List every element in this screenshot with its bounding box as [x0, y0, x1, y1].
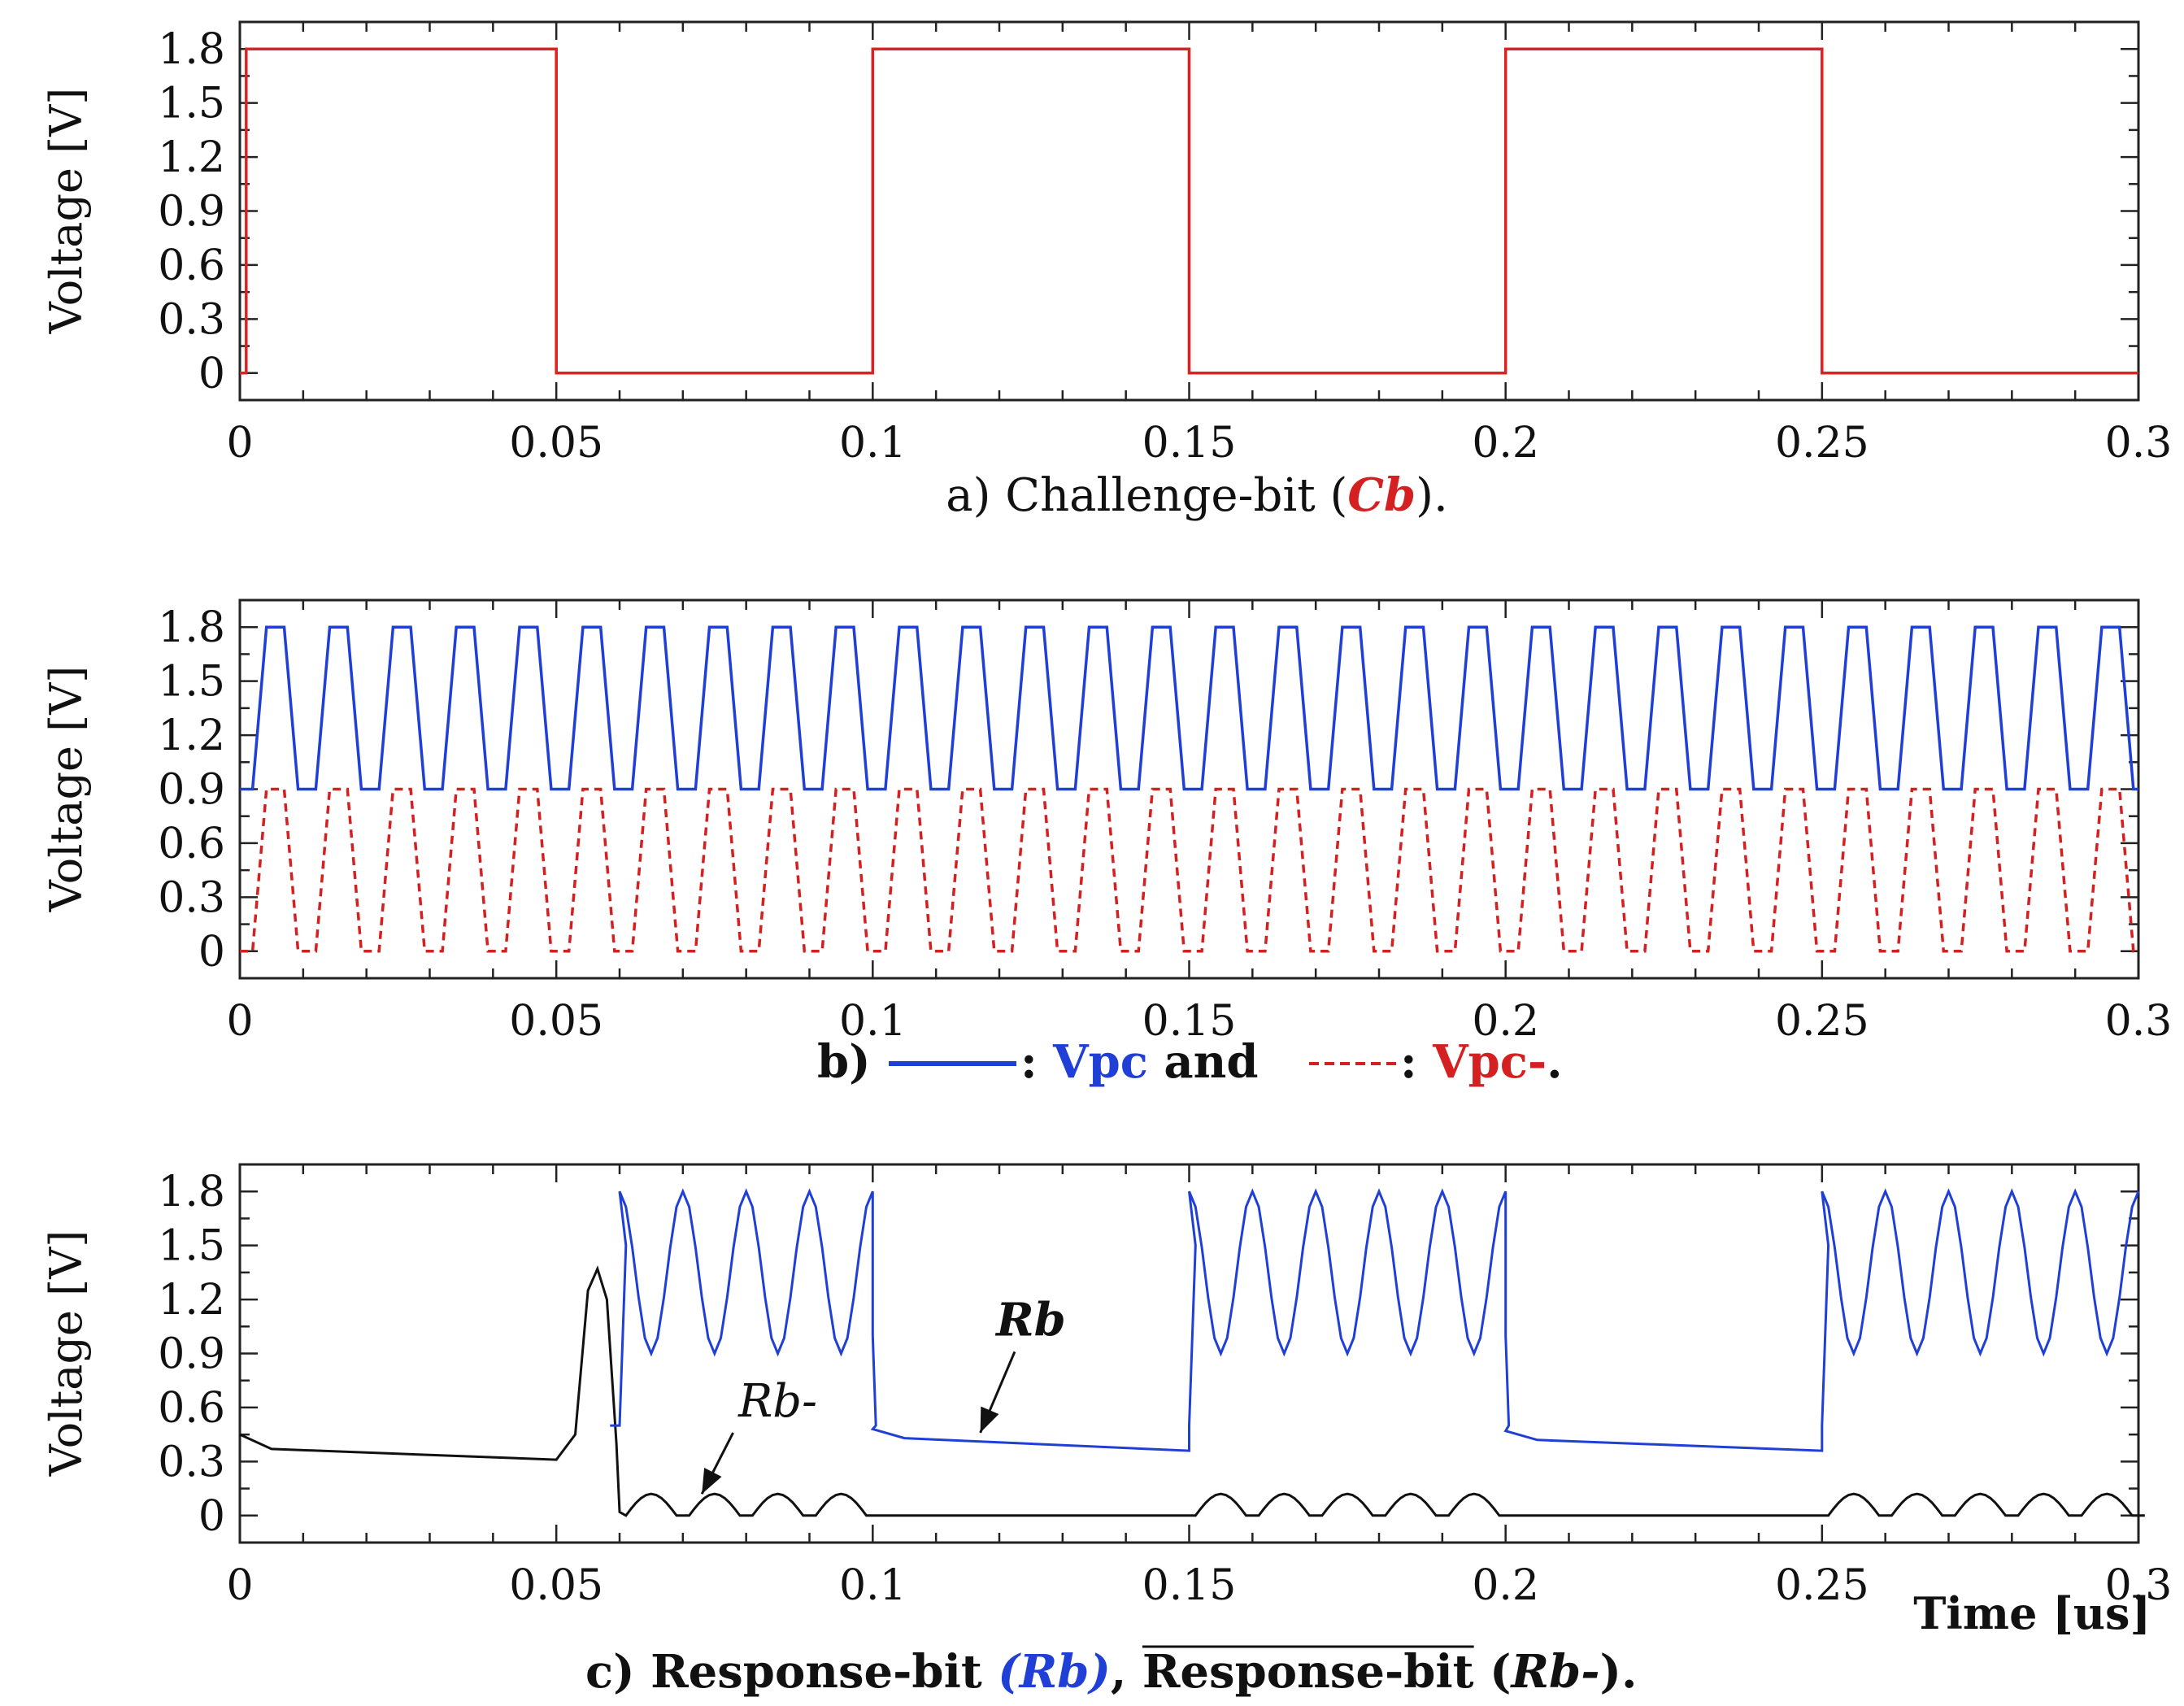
- y-tick-label: 0.6: [158, 242, 225, 290]
- y-tick-label: 0.3: [158, 873, 225, 922]
- annotation-rb: Rb: [994, 1293, 1066, 1347]
- x-tick-label: 0: [226, 1561, 253, 1610]
- x-tick-label: 0.15: [1142, 419, 1237, 468]
- series-line-rb-minus: [239, 1265, 2145, 1517]
- chart-panel-b: Voltage [V] b) : Vpc and : Vpc-. 0 0.05 0.…: [41, 598, 2173, 1089]
- x-tick-label: 0.3: [2105, 419, 2173, 468]
- x-tick-label: 0.3: [2105, 1561, 2173, 1610]
- annotation-rb-minus: Rb-: [737, 1375, 817, 1428]
- series-line-vpc: [240, 625, 2138, 791]
- y-tick-label: 1.8: [158, 603, 225, 652]
- y-tick-label: 0.9: [158, 766, 225, 815]
- y-tick-label: 1.5: [158, 658, 225, 707]
- annotation-arrowhead: [980, 1406, 999, 1433]
- y-tick-label: 1.8: [158, 25, 225, 74]
- y-tick-label: 0.9: [158, 188, 225, 237]
- caption-c: c) Response-bit (Rb), Response-bit (Rb-)…: [585, 1645, 1637, 1699]
- y-tick-label: 0.6: [158, 820, 225, 868]
- series-line-rb: [610, 1188, 2140, 1452]
- x-tick-label: 0.25: [1775, 1561, 1869, 1610]
- x-tick-label: 0.2: [1472, 997, 1539, 1046]
- x-tick-label: 0: [226, 419, 253, 468]
- caption-b-prefix: b): [817, 1035, 871, 1089]
- ylabel-a: Voltage [V]: [41, 88, 92, 335]
- series-line-cb: [240, 47, 2138, 375]
- y-tick-label: 0: [198, 928, 225, 977]
- caption-b: b) : Vpc and : Vpc-.: [817, 1035, 1563, 1089]
- y-tick-label: 0.3: [158, 295, 225, 344]
- y-tick-label: 0.6: [158, 1384, 225, 1433]
- y-tick-label: 1.5: [158, 80, 225, 128]
- ylabel-c: Voltage [V]: [41, 1230, 92, 1478]
- xlabel-c: Time [us]: [1913, 1587, 2151, 1639]
- x-tick-label: 0.25: [1775, 997, 1869, 1046]
- y-tick-label: 0.3: [158, 1438, 225, 1486]
- x-tick-label: 0.1: [839, 419, 907, 468]
- chart-panel-c: Voltage [V] Time [us] c) Response-bit (R…: [41, 1163, 2173, 1699]
- x-tick-label: 0.05: [509, 997, 603, 1046]
- chart-panel-a: Voltage [V] a) Challenge-bit (Cb). 0 0.05…: [41, 20, 2173, 522]
- y-tick-label: 1.2: [158, 712, 225, 760]
- y-tick-label: 1.2: [158, 1276, 225, 1325]
- x-tick-label: 0: [226, 997, 253, 1046]
- caption-a: a) Challenge-bit (Cb).: [946, 468, 1448, 522]
- series-line-vpc-minus: [240, 787, 2138, 953]
- y-tick-label: 0: [198, 1492, 225, 1541]
- y-tick-label: 0.9: [158, 1330, 225, 1379]
- x-tick-label: 0.05: [509, 1561, 603, 1610]
- x-tick-label: 0.3: [2105, 997, 2173, 1046]
- caption-b-part1: : Vpc and: [1020, 1035, 1259, 1089]
- y-tick-label: 1.5: [158, 1222, 225, 1271]
- x-tick-label: 0.2: [1472, 419, 1539, 468]
- x-tick-label: 0.1: [839, 1561, 907, 1610]
- x-tick-label: 0.15: [1142, 1561, 1237, 1610]
- annotation-arrowhead: [702, 1468, 722, 1495]
- x-tick-label: 0.15: [1142, 997, 1237, 1046]
- caption-c-text: c) Response-bit (Rb), Response-bit (Rb-)…: [585, 1645, 1637, 1699]
- y-tick-label: 0: [198, 350, 225, 398]
- caption-b-part2: : Vpc-.: [1400, 1035, 1563, 1089]
- x-tick-label: 0.25: [1775, 419, 1869, 468]
- ylabel-b: Voltage [V]: [41, 666, 92, 913]
- x-tick-label: 0.05: [509, 419, 603, 468]
- y-tick-label: 1.8: [158, 1168, 225, 1216]
- x-tick-label: 0.1: [839, 997, 907, 1046]
- x-tick-label: 0.2: [1472, 1561, 1539, 1610]
- y-tick-label: 1.2: [158, 133, 225, 182]
